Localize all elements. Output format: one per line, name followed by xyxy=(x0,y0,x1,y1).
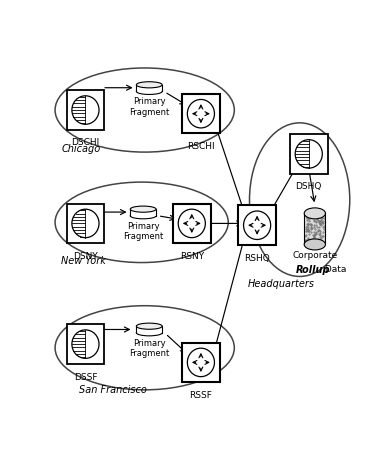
Ellipse shape xyxy=(136,88,162,95)
Text: DSHQ: DSHQ xyxy=(296,182,322,191)
FancyBboxPatch shape xyxy=(304,213,325,245)
FancyBboxPatch shape xyxy=(238,206,276,245)
Text: Data: Data xyxy=(322,265,347,274)
FancyBboxPatch shape xyxy=(182,94,220,133)
FancyBboxPatch shape xyxy=(173,204,211,243)
FancyBboxPatch shape xyxy=(67,324,104,364)
FancyBboxPatch shape xyxy=(290,134,328,174)
Text: DSCHI: DSCHI xyxy=(71,139,100,148)
Text: RSCHI: RSCHI xyxy=(187,142,215,151)
Ellipse shape xyxy=(136,330,162,336)
Text: New York: New York xyxy=(61,256,106,266)
FancyBboxPatch shape xyxy=(67,90,104,130)
Text: Chicago: Chicago xyxy=(61,144,100,154)
Ellipse shape xyxy=(130,213,156,219)
Ellipse shape xyxy=(130,206,156,212)
Text: Rollup: Rollup xyxy=(296,265,330,275)
Ellipse shape xyxy=(136,323,162,329)
Text: San Francisco: San Francisco xyxy=(79,385,147,395)
Text: Primary
Fragment: Primary Fragment xyxy=(123,222,163,241)
FancyBboxPatch shape xyxy=(130,209,156,216)
Text: RSSF: RSSF xyxy=(189,391,212,400)
FancyBboxPatch shape xyxy=(67,204,104,243)
Text: DSNY: DSNY xyxy=(73,252,98,261)
FancyBboxPatch shape xyxy=(136,326,162,333)
Text: Primary
Fragment: Primary Fragment xyxy=(129,97,169,117)
Text: Primary
Fragment: Primary Fragment xyxy=(129,339,169,358)
Ellipse shape xyxy=(304,239,325,250)
Ellipse shape xyxy=(136,82,162,88)
FancyBboxPatch shape xyxy=(136,85,162,91)
Text: RSHQ: RSHQ xyxy=(244,254,270,263)
Text: RSNY: RSNY xyxy=(180,252,204,261)
FancyBboxPatch shape xyxy=(182,342,220,382)
Text: Corporate: Corporate xyxy=(292,251,338,260)
Text: DSSF: DSSF xyxy=(74,372,97,381)
Text: Headquarters: Headquarters xyxy=(248,279,315,289)
Ellipse shape xyxy=(304,208,325,219)
